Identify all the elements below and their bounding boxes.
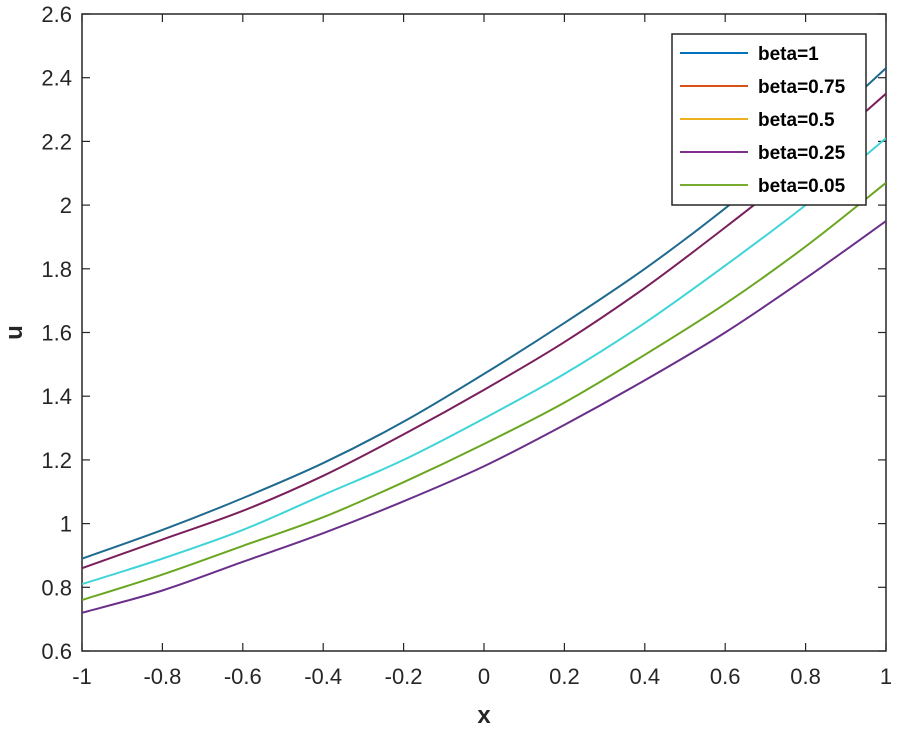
x-axis-title: x — [477, 702, 491, 729]
series-line-3 — [82, 220, 886, 614]
y-tick-label: 2 — [60, 193, 72, 218]
x-tick-label: -1 — [72, 664, 92, 689]
y-tick-label: 1 — [60, 512, 72, 537]
legend-label: beta=0.75 — [758, 77, 846, 98]
y-tick-label: 2.4 — [41, 66, 72, 91]
x-tick-label: 0.6 — [710, 664, 741, 689]
x-tick-label: -0.6 — [224, 664, 262, 689]
series-line-2 — [82, 137, 886, 586]
y-tick-label: 1.2 — [41, 448, 72, 473]
y-axis-title: u — [1, 325, 28, 340]
x-tick-label: -0.4 — [304, 664, 342, 689]
y-tick-label: 1.4 — [41, 384, 72, 409]
x-tick-label: 0.4 — [630, 664, 661, 689]
y-tick-label: 1.8 — [41, 257, 72, 282]
x-tick-label: 1 — [880, 664, 892, 689]
x-tick-label: 0.2 — [549, 664, 580, 689]
x-tick-label: 0.8 — [790, 664, 821, 689]
y-tick-label: 2.2 — [41, 129, 72, 154]
x-tick-label: -0.8 — [143, 664, 181, 689]
y-tick-label: 2.6 — [41, 2, 72, 27]
series-line-4 — [82, 182, 886, 601]
legend-label: beta=0.25 — [758, 143, 846, 164]
x-tick-label: 0 — [478, 664, 490, 689]
y-tick-label: 1.6 — [41, 321, 72, 346]
legend-label: beta=1 — [758, 44, 819, 65]
y-tick-label: 0.6 — [41, 639, 72, 664]
y-tick-label: 0.8 — [41, 575, 72, 600]
legend-label: beta=0.5 — [758, 110, 835, 131]
x-tick-label: -0.2 — [385, 664, 423, 689]
legend-label: beta=0.05 — [758, 176, 846, 197]
